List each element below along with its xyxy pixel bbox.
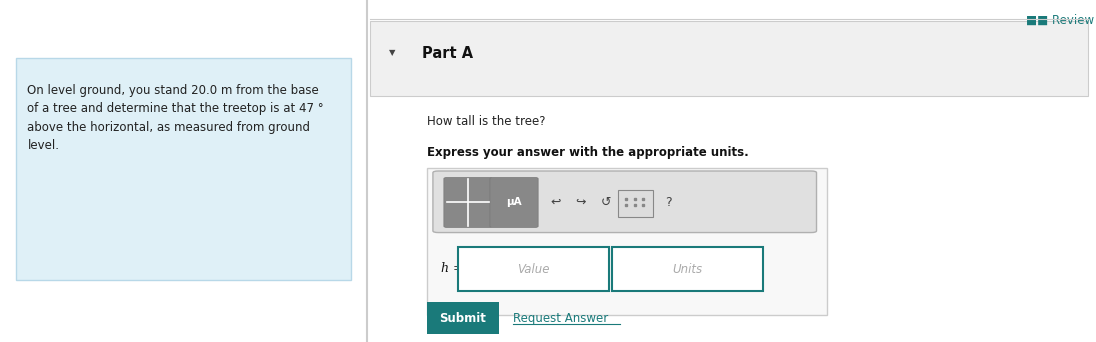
Text: ?: ?	[665, 196, 672, 209]
Text: Request Answer: Request Answer	[513, 312, 608, 325]
Text: ↩: ↩	[550, 196, 561, 209]
FancyBboxPatch shape	[433, 171, 817, 233]
FancyBboxPatch shape	[490, 177, 538, 227]
Text: ↺: ↺	[601, 196, 612, 209]
Text: Express your answer with the appropriate units.: Express your answer with the appropriate…	[427, 146, 750, 159]
Text: Submit: Submit	[439, 312, 487, 325]
Text: ↪: ↪	[575, 196, 586, 209]
Text: ■■ Review: ■■ Review	[1026, 14, 1094, 27]
FancyBboxPatch shape	[618, 190, 653, 217]
FancyBboxPatch shape	[458, 247, 609, 291]
Text: Units: Units	[672, 263, 703, 276]
FancyBboxPatch shape	[427, 302, 499, 334]
FancyBboxPatch shape	[370, 21, 1088, 96]
Text: μA: μA	[506, 197, 522, 208]
FancyBboxPatch shape	[16, 58, 351, 280]
Text: ▼: ▼	[389, 49, 396, 57]
FancyBboxPatch shape	[444, 177, 492, 227]
Text: h =: h =	[441, 262, 464, 275]
FancyBboxPatch shape	[427, 168, 827, 315]
Text: Value: Value	[517, 263, 550, 276]
Text: How tall is the tree?: How tall is the tree?	[427, 115, 546, 128]
Text: On level ground, you stand 20.0 m from the base
of a tree and determine that the: On level ground, you stand 20.0 m from t…	[27, 84, 324, 152]
Text: Part A: Part A	[422, 45, 473, 61]
FancyBboxPatch shape	[612, 247, 763, 291]
